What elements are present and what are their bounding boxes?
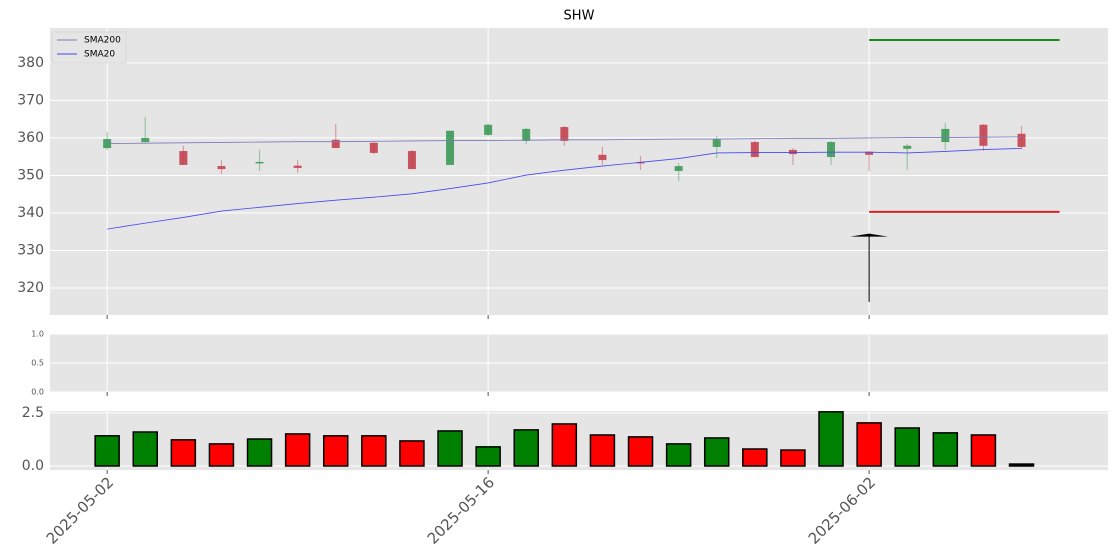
y-tick-label: 320 [17,280,44,296]
volume-bar [399,440,425,467]
volume-bar [322,435,349,467]
candle-body [217,166,226,170]
volume-bar [513,429,539,467]
volume-bar [665,443,692,467]
volume-bar [437,430,463,467]
volume-bar [208,443,235,467]
volume-bar [475,446,501,467]
volume-bar [132,431,158,467]
candle-body [1017,133,1026,147]
x-tick-label: 2025-05-16 [424,473,498,547]
volume-bar [780,449,806,467]
candle-body [293,165,302,168]
candle-body [712,139,721,147]
volume-bar [284,433,311,467]
y-tick-label: 370 [17,92,44,108]
legend-label: SMA200 [84,36,121,46]
volume-bar [551,423,578,467]
candle-body [141,137,150,143]
y-tick-label: 0.0 [22,458,44,474]
candle-body [331,139,340,149]
x-tick-label: 2025-05-02 [43,473,117,547]
candle-body [255,161,264,164]
volume-bar [703,437,730,467]
y-tick-label: 330 [17,242,44,258]
candle-body [827,142,836,158]
y-tick-label: 340 [17,205,44,221]
volume-bar [627,436,654,467]
candle-body [979,124,988,146]
candle-body [903,145,912,149]
volume-bar [361,435,387,467]
y-tick-label: 2.5 [22,405,44,421]
candle-body [788,149,797,155]
volume-bar [94,435,120,467]
candle-body [560,127,569,141]
volume-bar [246,438,273,467]
volume-bar [1008,463,1035,467]
arrow-head [850,233,889,237]
y-tick-label: 360 [17,130,44,146]
candle-body [369,142,378,153]
candle-body [522,128,531,141]
volume-bar [856,422,882,467]
y-tick-label: 0.0 [31,388,44,397]
y-tick-label: 0.5 [31,359,44,368]
volume-bar [970,434,997,467]
candle-body [598,154,607,161]
y-tick-label: 380 [17,55,44,71]
plot-area [50,28,1108,315]
sma-line [107,148,1022,230]
legend-label: SMA20 [84,50,115,60]
candle-body [750,142,759,158]
candle-body [446,130,455,165]
candle-body [674,166,683,171]
candle-body [407,151,416,170]
volume-bar [589,434,616,467]
candle-body [179,151,188,165]
x-tick-label: 2025-06-02 [805,473,879,547]
sma-line [107,136,1022,144]
volume-bar [742,448,768,467]
legend: SMA200 SMA20 [51,31,127,64]
chart-title: SHW [564,9,595,24]
y-tick-label: 1.0 [31,330,44,339]
volume-bar [170,439,197,467]
volume-bar [894,427,920,467]
candle-body [865,151,874,155]
candle-body [941,128,950,143]
candle-body [484,124,493,135]
legend-box [51,31,127,64]
y-tick-label: 350 [17,167,44,183]
volume-bar [932,432,959,467]
volume-bar [818,411,844,467]
